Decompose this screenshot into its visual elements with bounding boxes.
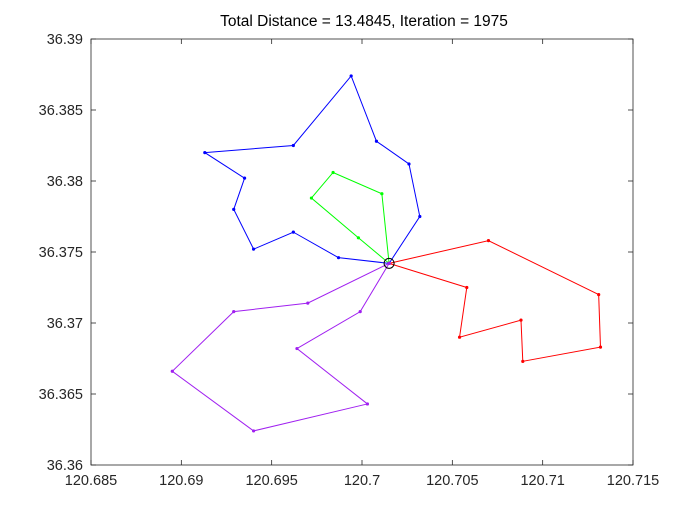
- chart-title: Total Distance = 13.4845, Iteration = 19…: [220, 13, 508, 30]
- route-point: [365, 402, 370, 406]
- route-point: [598, 345, 603, 349]
- route-point: [387, 261, 391, 265]
- route-point: [356, 236, 360, 240]
- y-tick-label: 36.36: [47, 458, 83, 474]
- route-point: [306, 301, 310, 305]
- route-point: [407, 162, 411, 166]
- route-point: [252, 429, 256, 433]
- y-axis-ticks: 36.36 36.365 36.37 36.375 36.38 36.385 36.39: [39, 32, 633, 474]
- route-point: [349, 74, 353, 78]
- route-point: [291, 143, 295, 148]
- route-point: [519, 318, 523, 322]
- x-tick-label: 120.705: [426, 473, 478, 489]
- route-line: [310, 171, 390, 264]
- y-tick-label: 36.39: [47, 32, 83, 48]
- depot-marker: [383, 257, 395, 269]
- depot-layer: [383, 257, 395, 269]
- route-point: [295, 346, 299, 351]
- x-axis-ticks: 120.685 120.69 120.695 120.7 120.705 120.71 12…: [65, 39, 659, 489]
- route-point: [336, 256, 341, 260]
- route-point: [457, 335, 462, 339]
- y-tick-label: 36.385: [39, 103, 83, 119]
- route-point: [203, 151, 207, 155]
- route-point: [486, 239, 491, 243]
- x-tick-label: 120.695: [245, 473, 297, 489]
- route-point: [374, 139, 379, 143]
- route-point: [521, 359, 525, 363]
- route-point: [242, 176, 247, 180]
- y-tick-label: 36.365: [39, 387, 83, 403]
- series-layer: [170, 74, 603, 433]
- x-tick-label: 120.7: [344, 473, 380, 489]
- route-point: [252, 247, 256, 251]
- route-point: [358, 310, 362, 314]
- route-point: [232, 207, 236, 211]
- route-point: [597, 293, 601, 297]
- x-tick-label: 120.71: [520, 473, 564, 489]
- x-tick-label: 120.685: [65, 473, 117, 489]
- route-point: [232, 310, 236, 314]
- x-tick-label: 120.69: [159, 473, 203, 489]
- route-point: [418, 214, 422, 219]
- y-tick-label: 36.38: [47, 174, 83, 190]
- route-point: [291, 230, 295, 234]
- y-tick-label: 36.37: [47, 316, 83, 332]
- route-point: [331, 170, 335, 175]
- route-series-4: [170, 261, 391, 433]
- route-point: [380, 192, 384, 196]
- x-tick-label: 120.715: [607, 473, 659, 489]
- route-point: [465, 285, 469, 290]
- plot-area: [91, 39, 633, 465]
- route-point: [309, 196, 314, 200]
- route-point: [170, 369, 174, 373]
- y-tick-label: 36.375: [39, 245, 83, 261]
